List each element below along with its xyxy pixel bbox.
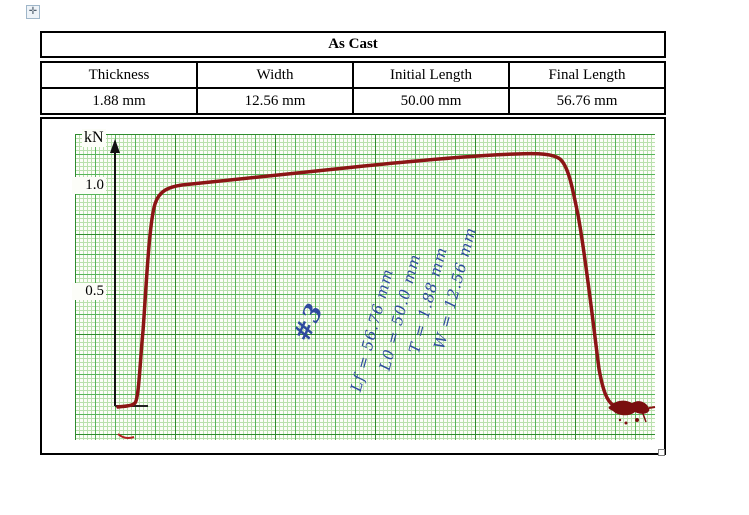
header-final-length[interactable]: Final Length — [508, 61, 666, 89]
graph-image-cell[interactable]: kN 1.0 0.5 W = 12.56 mm T = 1.88 mm L0 =… — [40, 117, 666, 455]
table-header-row: Thickness Width Initial Length Final Len… — [40, 61, 666, 89]
graph-paper — [75, 134, 655, 440]
table-move-handle-icon[interactable]: ✛ — [26, 5, 40, 19]
measurements-table: Thickness Width Initial Length Final Len… — [40, 61, 666, 115]
y-tick-0-5: 0.5 — [72, 283, 106, 300]
header-width[interactable]: Width — [196, 61, 354, 89]
y-tick-1-0: 1.0 — [72, 177, 106, 194]
value-width[interactable]: 12.56 mm — [196, 87, 354, 115]
header-initial-length[interactable]: Initial Length — [352, 61, 510, 89]
value-thickness[interactable]: 1.88 mm — [40, 87, 198, 115]
y-axis-unit-label: kN — [82, 129, 106, 147]
move-cross-glyph: ✛ — [28, 6, 38, 17]
value-final-length[interactable]: 56.76 mm — [508, 87, 666, 115]
table-title-cell[interactable]: As Cast — [40, 31, 666, 58]
header-thickness[interactable]: Thickness — [40, 61, 198, 89]
table-values-row: 1.88 mm 12.56 mm 50.00 mm 56.76 mm — [40, 87, 666, 115]
value-initial-length[interactable]: 50.00 mm — [352, 87, 510, 115]
table-resize-handle[interactable] — [658, 449, 665, 456]
table-title-text: As Cast — [328, 36, 378, 52]
